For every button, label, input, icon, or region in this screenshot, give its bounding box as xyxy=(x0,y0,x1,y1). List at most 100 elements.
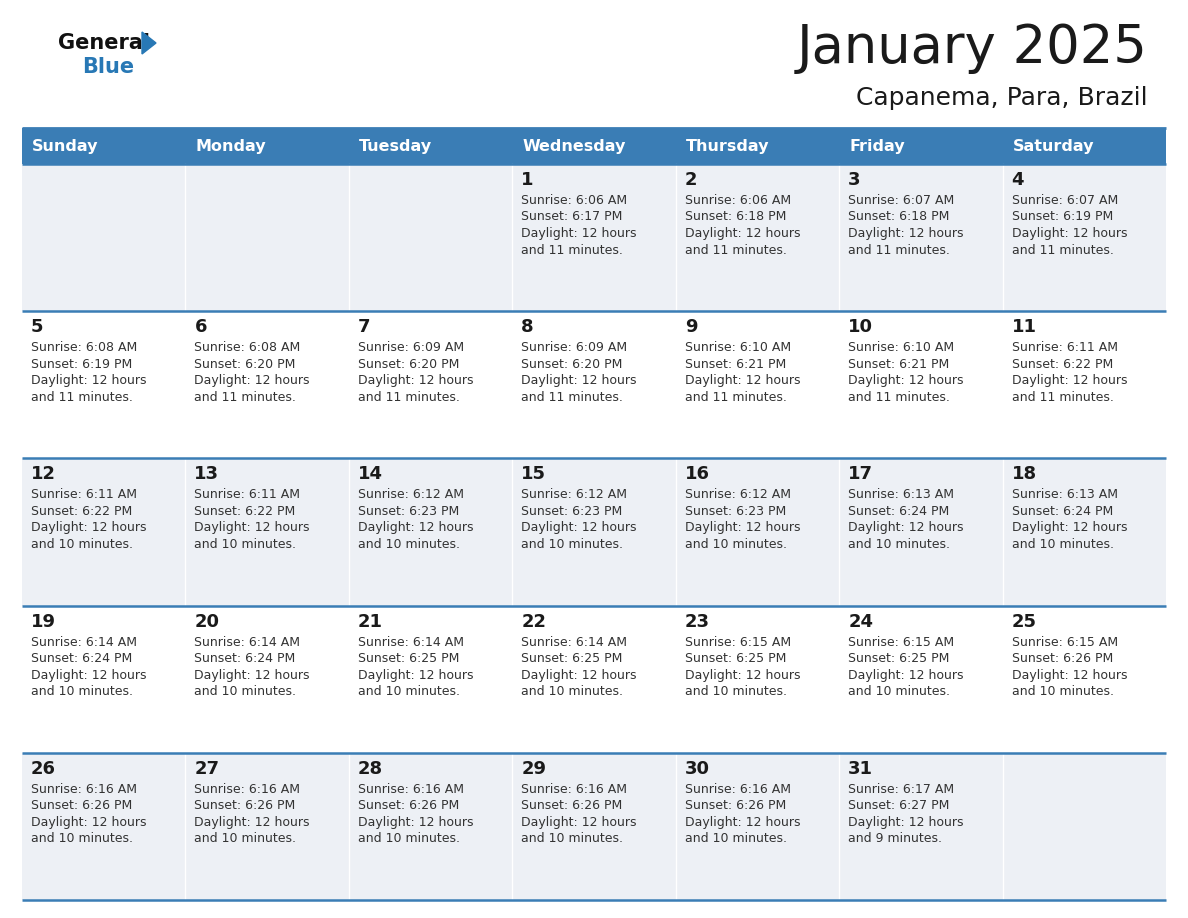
Text: Sunset: 6:26 PM: Sunset: 6:26 PM xyxy=(195,800,296,812)
Text: Sunset: 6:24 PM: Sunset: 6:24 PM xyxy=(31,652,132,666)
Text: and 11 minutes.: and 11 minutes. xyxy=(195,391,296,404)
Text: Sunset: 6:20 PM: Sunset: 6:20 PM xyxy=(358,358,460,371)
Text: Sunset: 6:26 PM: Sunset: 6:26 PM xyxy=(31,800,132,812)
Text: and 10 minutes.: and 10 minutes. xyxy=(31,538,133,551)
Text: Daylight: 12 hours: Daylight: 12 hours xyxy=(358,668,473,681)
Text: Sunrise: 6:06 AM: Sunrise: 6:06 AM xyxy=(522,194,627,207)
Text: Daylight: 12 hours: Daylight: 12 hours xyxy=(31,816,146,829)
Text: Daylight: 12 hours: Daylight: 12 hours xyxy=(848,521,963,534)
Text: Sunday: Sunday xyxy=(32,139,99,153)
Polygon shape xyxy=(143,32,156,54)
Text: and 11 minutes.: and 11 minutes. xyxy=(684,391,786,404)
Text: 4: 4 xyxy=(1011,171,1024,189)
Text: Sunset: 6:17 PM: Sunset: 6:17 PM xyxy=(522,210,623,223)
Bar xyxy=(512,128,676,164)
Text: Daylight: 12 hours: Daylight: 12 hours xyxy=(522,227,637,240)
Text: Sunrise: 6:15 AM: Sunrise: 6:15 AM xyxy=(848,635,954,649)
Text: and 11 minutes.: and 11 minutes. xyxy=(522,391,624,404)
Text: Sunrise: 6:12 AM: Sunrise: 6:12 AM xyxy=(358,488,463,501)
Text: 2: 2 xyxy=(684,171,697,189)
Text: Sunset: 6:27 PM: Sunset: 6:27 PM xyxy=(848,800,949,812)
Text: Daylight: 12 hours: Daylight: 12 hours xyxy=(522,816,637,829)
Text: Sunset: 6:18 PM: Sunset: 6:18 PM xyxy=(848,210,949,223)
Text: and 11 minutes.: and 11 minutes. xyxy=(1011,391,1113,404)
Text: Sunrise: 6:06 AM: Sunrise: 6:06 AM xyxy=(684,194,791,207)
Text: Monday: Monday xyxy=(196,139,266,153)
Text: 7: 7 xyxy=(358,319,371,336)
Text: 15: 15 xyxy=(522,465,546,484)
Text: Sunrise: 6:16 AM: Sunrise: 6:16 AM xyxy=(31,783,137,796)
Text: General: General xyxy=(58,33,150,53)
Text: 21: 21 xyxy=(358,612,383,631)
Text: 17: 17 xyxy=(848,465,873,484)
Text: Daylight: 12 hours: Daylight: 12 hours xyxy=(522,668,637,681)
Text: Sunrise: 6:11 AM: Sunrise: 6:11 AM xyxy=(1011,341,1118,354)
Text: Sunrise: 6:10 AM: Sunrise: 6:10 AM xyxy=(848,341,954,354)
Text: Sunrise: 6:07 AM: Sunrise: 6:07 AM xyxy=(1011,194,1118,207)
Text: Sunset: 6:23 PM: Sunset: 6:23 PM xyxy=(522,505,623,518)
Text: 5: 5 xyxy=(31,319,44,336)
Text: Sunrise: 6:15 AM: Sunrise: 6:15 AM xyxy=(684,635,791,649)
Text: Sunrise: 6:11 AM: Sunrise: 6:11 AM xyxy=(195,488,301,501)
Text: Sunset: 6:26 PM: Sunset: 6:26 PM xyxy=(1011,652,1113,666)
Text: Sunset: 6:22 PM: Sunset: 6:22 PM xyxy=(195,505,296,518)
Text: Sunset: 6:19 PM: Sunset: 6:19 PM xyxy=(31,358,132,371)
Text: Daylight: 12 hours: Daylight: 12 hours xyxy=(848,668,963,681)
Text: Daylight: 12 hours: Daylight: 12 hours xyxy=(31,375,146,387)
Text: January 2025: January 2025 xyxy=(797,22,1148,74)
Text: and 10 minutes.: and 10 minutes. xyxy=(522,833,624,845)
Text: Sunrise: 6:14 AM: Sunrise: 6:14 AM xyxy=(31,635,137,649)
Text: Sunset: 6:26 PM: Sunset: 6:26 PM xyxy=(522,800,623,812)
Text: and 10 minutes.: and 10 minutes. xyxy=(522,538,624,551)
Text: and 10 minutes.: and 10 minutes. xyxy=(684,538,786,551)
Text: Sunset: 6:22 PM: Sunset: 6:22 PM xyxy=(31,505,132,518)
Text: Sunset: 6:25 PM: Sunset: 6:25 PM xyxy=(684,652,786,666)
Bar xyxy=(23,311,1165,458)
Text: Daylight: 12 hours: Daylight: 12 hours xyxy=(684,816,801,829)
Text: 16: 16 xyxy=(684,465,709,484)
Text: and 11 minutes.: and 11 minutes. xyxy=(358,391,460,404)
Bar xyxy=(185,128,349,164)
Text: Sunset: 6:22 PM: Sunset: 6:22 PM xyxy=(1011,358,1113,371)
Text: Sunset: 6:25 PM: Sunset: 6:25 PM xyxy=(358,652,460,666)
Text: Sunset: 6:18 PM: Sunset: 6:18 PM xyxy=(684,210,786,223)
Text: and 10 minutes.: and 10 minutes. xyxy=(684,833,786,845)
Text: 28: 28 xyxy=(358,760,383,778)
Text: Sunset: 6:20 PM: Sunset: 6:20 PM xyxy=(522,358,623,371)
Text: 30: 30 xyxy=(684,760,709,778)
Text: 6: 6 xyxy=(195,319,207,336)
Text: and 10 minutes.: and 10 minutes. xyxy=(522,685,624,698)
Text: Sunset: 6:21 PM: Sunset: 6:21 PM xyxy=(848,358,949,371)
Bar xyxy=(839,128,1003,164)
Text: and 10 minutes.: and 10 minutes. xyxy=(684,685,786,698)
Text: and 11 minutes.: and 11 minutes. xyxy=(522,243,624,256)
Text: Sunrise: 6:12 AM: Sunrise: 6:12 AM xyxy=(522,488,627,501)
Text: 20: 20 xyxy=(195,612,220,631)
Text: Daylight: 12 hours: Daylight: 12 hours xyxy=(195,375,310,387)
Text: Wednesday: Wednesday xyxy=(523,139,626,153)
Text: Sunrise: 6:16 AM: Sunrise: 6:16 AM xyxy=(522,783,627,796)
Text: Sunrise: 6:07 AM: Sunrise: 6:07 AM xyxy=(848,194,954,207)
Text: Capanema, Para, Brazil: Capanema, Para, Brazil xyxy=(857,86,1148,110)
Text: 13: 13 xyxy=(195,465,220,484)
Text: and 10 minutes.: and 10 minutes. xyxy=(195,538,297,551)
Text: Sunset: 6:23 PM: Sunset: 6:23 PM xyxy=(684,505,786,518)
Bar xyxy=(349,128,512,164)
Text: Sunrise: 6:10 AM: Sunrise: 6:10 AM xyxy=(684,341,791,354)
Text: and 11 minutes.: and 11 minutes. xyxy=(31,391,133,404)
Text: Daylight: 12 hours: Daylight: 12 hours xyxy=(848,816,963,829)
Text: Sunrise: 6:13 AM: Sunrise: 6:13 AM xyxy=(1011,488,1118,501)
Text: Sunrise: 6:13 AM: Sunrise: 6:13 AM xyxy=(848,488,954,501)
Text: 31: 31 xyxy=(848,760,873,778)
Text: Blue: Blue xyxy=(82,57,134,77)
Bar xyxy=(23,606,1165,753)
Text: and 10 minutes.: and 10 minutes. xyxy=(358,685,460,698)
Text: and 10 minutes.: and 10 minutes. xyxy=(1011,538,1113,551)
Text: Sunrise: 6:17 AM: Sunrise: 6:17 AM xyxy=(848,783,954,796)
Text: 8: 8 xyxy=(522,319,533,336)
Text: and 9 minutes.: and 9 minutes. xyxy=(848,833,942,845)
Text: Thursday: Thursday xyxy=(685,139,769,153)
Text: Daylight: 12 hours: Daylight: 12 hours xyxy=(684,521,801,534)
Text: 25: 25 xyxy=(1011,612,1037,631)
Text: 11: 11 xyxy=(1011,319,1037,336)
